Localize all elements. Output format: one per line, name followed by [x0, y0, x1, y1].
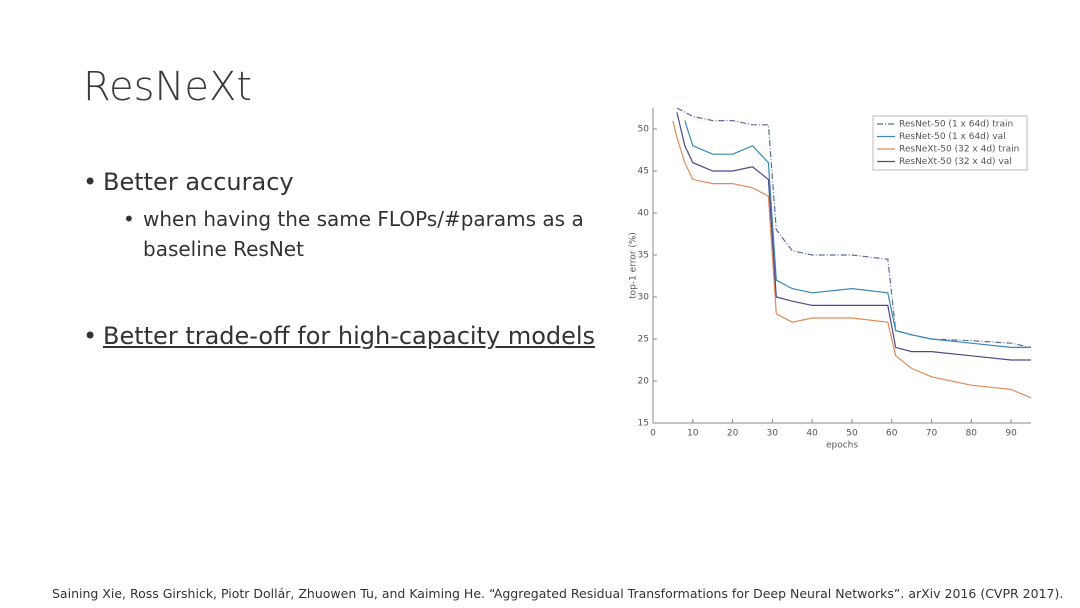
slide-title: ResNeXt	[83, 64, 253, 110]
sub-bullet-text: when having the same FLOPs/#params as a …	[143, 207, 584, 261]
legend-label: ResNeXt-50 (32 x 4d) train	[899, 145, 1019, 155]
x-tick-label: 0	[650, 429, 656, 439]
citation: Saining Xie, Ross Girshick, Piotr Dollár…	[52, 586, 1064, 601]
y-tick-label: 20	[638, 377, 650, 387]
y-tick-label: 30	[638, 293, 650, 303]
x-tick-label: 70	[926, 429, 938, 439]
legend-label: ResNet-50 (1 x 64d) train	[899, 120, 1013, 130]
x-tick-label: 60	[886, 429, 898, 439]
bullet-text: Better accuracy	[103, 168, 294, 196]
y-tick-label: 15	[638, 419, 649, 429]
y-tick-label: 40	[638, 209, 650, 219]
y-axis-label: top-1 error (%)	[629, 232, 639, 299]
x-tick-label: 80	[966, 429, 978, 439]
x-tick-label: 10	[687, 429, 699, 439]
legend-box	[872, 115, 1028, 171]
y-tick-label: 45	[638, 167, 649, 177]
legend-label: ResNet-50 (1 x 64d) val	[899, 132, 1006, 142]
legend-label: ResNeXt-50 (32 x 4d) val	[899, 157, 1012, 167]
x-tick-label: 40	[806, 429, 818, 439]
series-line	[676, 112, 1031, 361]
series-line	[672, 120, 1032, 399]
x-tick-label: 30	[767, 429, 779, 439]
x-tick-label: 20	[727, 429, 739, 439]
sub-bullet: • when having the same FLOPs/#params as a…	[123, 204, 613, 264]
bullet-text: Better trade-off for high-capacity model…	[103, 322, 596, 350]
y-tick-label: 25	[638, 335, 649, 345]
x-axis-label: epochs	[826, 441, 858, 451]
x-tick-label: 50	[846, 429, 858, 439]
y-tick-label: 50	[638, 125, 650, 135]
y-tick-label: 35	[638, 251, 649, 261]
x-tick-label: 90	[1005, 429, 1017, 439]
series-line	[684, 120, 1031, 348]
